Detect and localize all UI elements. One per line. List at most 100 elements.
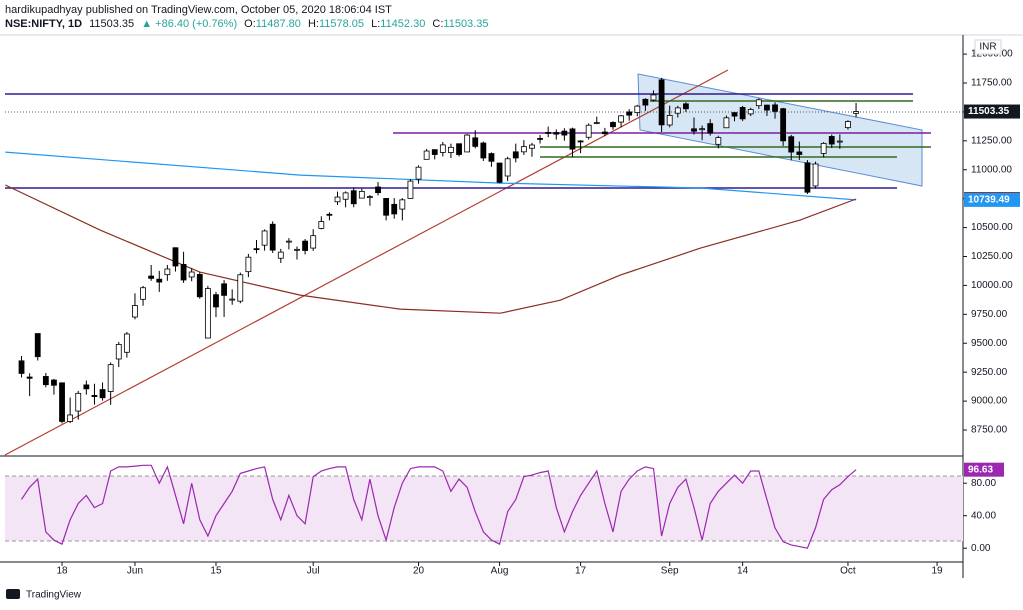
candle-body — [383, 198, 390, 216]
symbol-line: NSE:NIFTY, 1D 11503.35 ▲ +86.40 (+0.76%)… — [5, 18, 488, 30]
y-tick-label: 40.00 — [971, 510, 996, 521]
footer-logo: TradingView — [26, 590, 82, 601]
x-tick-label: 14 — [737, 566, 749, 577]
y-tick-label: 10000.00 — [971, 280, 1013, 291]
symbol: NSE:NIFTY, 1D — [5, 18, 82, 30]
candle-body — [764, 104, 770, 111]
candle-body — [269, 223, 276, 251]
candle-body — [148, 275, 155, 279]
candle-body — [812, 163, 819, 187]
y-tick-label: 9750.00 — [971, 309, 1008, 320]
candle-body — [634, 105, 641, 114]
candle-body — [845, 121, 851, 129]
candle-body — [472, 137, 479, 147]
low-value: 11452.30 — [380, 18, 425, 30]
candle-body — [642, 98, 649, 106]
candle-body — [261, 230, 268, 246]
candle-body — [715, 137, 722, 145]
last-price: 11503.35 — [89, 18, 134, 30]
candle-body — [140, 287, 146, 300]
x-tick-label: Jun — [127, 566, 143, 577]
x-tick-label: Sep — [661, 566, 679, 577]
x-tick-label: Jul — [307, 566, 320, 577]
candle-body — [285, 240, 292, 243]
candle-body — [391, 203, 398, 215]
candle-body — [804, 162, 811, 193]
y-tick-label: 10500.00 — [971, 222, 1013, 233]
oscillator-line — [21, 464, 857, 549]
candle-body — [294, 248, 300, 251]
price-tag-label: 11503.35 — [968, 106, 1010, 117]
candle-body — [772, 104, 778, 112]
x-tick-label: 17 — [575, 566, 587, 577]
candle-body — [674, 107, 681, 114]
candle-body — [342, 192, 349, 200]
candle-body — [853, 111, 859, 114]
candle-body — [115, 344, 122, 360]
candle-body — [650, 94, 657, 101]
candle-body — [204, 288, 211, 339]
candle-body — [569, 128, 576, 150]
candle-body — [123, 333, 130, 353]
candle-body — [828, 136, 835, 145]
candle-body — [83, 384, 90, 390]
candle-body — [755, 99, 762, 107]
y-tick-label: 0.00 — [971, 543, 991, 554]
candle-body — [480, 142, 487, 159]
candle-body — [747, 109, 754, 115]
candle-body — [164, 268, 171, 276]
candle-body — [561, 130, 568, 136]
x-tick-label: 15 — [210, 566, 222, 577]
candle-body — [618, 115, 624, 123]
candle-body — [277, 251, 284, 259]
author-line: hardikupadhyay published on TradingView.… — [5, 4, 392, 16]
candle-body — [375, 186, 381, 194]
candle-body — [658, 79, 665, 126]
close-label: C: — [432, 18, 443, 30]
y-unit: INR — [979, 42, 996, 53]
high-label: H: — [308, 18, 319, 30]
candle-body — [788, 136, 795, 153]
trend-line — [4, 69, 729, 456]
candle-body — [666, 114, 673, 126]
candle-body — [245, 256, 252, 273]
candle-body — [723, 117, 730, 129]
candle-body — [51, 379, 57, 386]
x-tick-label: 19 — [932, 566, 944, 577]
candle-body — [820, 142, 827, 154]
y-tick-label: 11250.00 — [971, 135, 1012, 146]
candle-body — [593, 122, 600, 124]
y-tick-label: 9500.00 — [971, 338, 1008, 349]
candle-body — [407, 180, 414, 199]
candle-body — [237, 274, 244, 302]
x-tick-label: 18 — [56, 566, 68, 577]
moving-average — [5, 184, 857, 314]
candle-body — [520, 146, 527, 153]
candle-body — [577, 140, 584, 143]
candle-body — [18, 360, 25, 374]
change: ▲ +86.40 (+0.76%) — [141, 18, 237, 30]
candle-body — [456, 143, 462, 155]
candle-body — [464, 134, 471, 153]
y-tick-label: 10250.00 — [971, 251, 1013, 262]
candle-body — [310, 235, 317, 249]
candle-body — [399, 199, 406, 210]
candle-body — [318, 221, 325, 229]
candle-body — [683, 103, 689, 110]
candle-body — [34, 333, 41, 358]
candle-body — [213, 294, 219, 308]
candle-body — [439, 144, 446, 153]
candle-body — [334, 196, 341, 203]
x-tick-label: Oct — [840, 566, 856, 577]
y-tick-label: 11750.00 — [971, 78, 1012, 89]
price-tag — [964, 192, 1020, 207]
candle-body — [545, 131, 552, 134]
candle-body — [601, 131, 608, 135]
candle-body — [691, 128, 697, 132]
candle-body — [221, 283, 227, 296]
candle-body — [626, 111, 633, 116]
y-tick-label: 11000.00 — [971, 164, 1012, 175]
candle-body — [42, 376, 49, 386]
oscillator-band — [5, 476, 963, 541]
